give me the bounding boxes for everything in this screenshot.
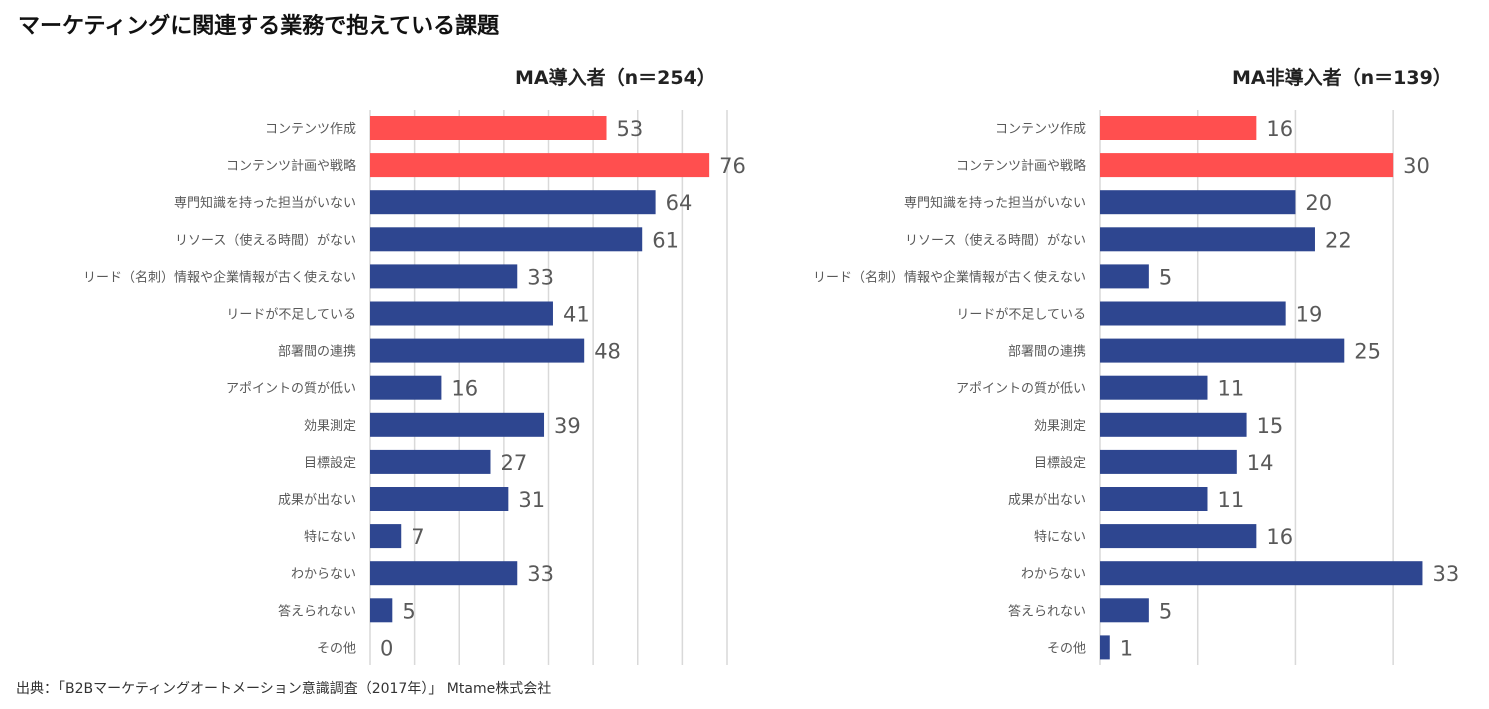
bar (1100, 598, 1149, 623)
category-label: 答えられない (1008, 603, 1086, 619)
category-label: 目標設定 (304, 455, 356, 471)
value-label: 33 (1432, 562, 1459, 586)
bar-chart-non-ma-users: コンテンツ作成 16 コンテンツ計画や戦略 30 専門知識を持った担当がいない 20 リソー… (813, 110, 1459, 665)
value-label: 15 (1257, 414, 1284, 438)
value-label: 30 (1403, 154, 1430, 178)
category-label: リソース（使える時間）がない (175, 232, 356, 248)
bar (370, 561, 518, 586)
category-label: 専門知識を持った担当がいない (174, 195, 356, 211)
panel-title-ma-users: MA導入者（n＝254） (515, 67, 716, 89)
value-label: 19 (1296, 303, 1323, 327)
category-label: 成果が出ない (278, 493, 356, 508)
bar (1100, 561, 1423, 586)
category-label: 特にない (304, 530, 356, 545)
value-label: 22 (1325, 228, 1352, 252)
category-label: リードが不足している (226, 308, 356, 323)
value-label: 76 (719, 154, 745, 178)
category-label: リードが不足している (956, 308, 1086, 323)
value-label: 5 (1159, 265, 1172, 289)
bar (370, 227, 643, 252)
value-label: 25 (1354, 340, 1381, 364)
panel-title-non-ma-users: MA非導入者（n＝139） (1232, 67, 1452, 89)
bar (1100, 524, 1257, 549)
bar (370, 449, 491, 474)
category-label: リソース（使える時間）がない (905, 232, 1086, 248)
category-label: 効果測定 (1034, 419, 1086, 434)
value-label: 20 (1305, 191, 1332, 215)
panel-ma-users: MA導入者（n＝254） コンテンツ作成 53 コンテンツ計画や戦略 76 専門知識を持… (83, 67, 745, 665)
category-label: 効果測定 (304, 419, 356, 434)
value-label: 39 (554, 414, 581, 438)
value-label: 7 (411, 525, 424, 549)
category-label: コンテンツ作成 (265, 122, 356, 137)
bar (370, 412, 545, 437)
bar (370, 375, 442, 400)
source-note: 出典：「B2Bマーケティングオートメーション意識調査（2017年）」 Mtame… (16, 681, 552, 697)
bar-chart-ma-users: コンテンツ作成 53 コンテンツ計画や戦略 76 専門知識を持った担当がいない 64 リソー… (83, 110, 745, 665)
category-label: 部署間の連携 (1008, 344, 1086, 360)
bar (1100, 487, 1208, 511)
category-label: 部署間の連携 (278, 344, 356, 360)
category-label: コンテンツ計画や戦略 (956, 158, 1086, 174)
category-label: リード（名刺）情報や企業情報が古く使えない (813, 269, 1086, 285)
value-label: 61 (652, 228, 679, 252)
category-label: リード（名刺）情報や企業情報が古く使えない (83, 269, 356, 285)
bar (1100, 635, 1110, 660)
bar (370, 153, 710, 178)
value-label: 33 (527, 562, 554, 586)
value-label: 11 (1217, 488, 1244, 512)
bar (1100, 449, 1237, 474)
category-label: アポイントの質が低い (956, 382, 1086, 397)
bar (1100, 375, 1208, 400)
value-label: 41 (563, 303, 590, 327)
category-label: コンテンツ作成 (995, 122, 1086, 137)
category-label: わからない (291, 567, 356, 582)
bar (1100, 116, 1257, 140)
bar (370, 116, 607, 140)
value-label: 1 (1120, 636, 1133, 660)
value-label: 14 (1247, 451, 1274, 475)
bar (1100, 153, 1394, 178)
value-label: 53 (617, 117, 644, 141)
value-label: 16 (451, 377, 478, 401)
value-label: 5 (402, 599, 415, 623)
value-label: 33 (527, 265, 554, 289)
value-label: 16 (1266, 117, 1293, 141)
bar (370, 598, 393, 623)
bar (370, 264, 518, 289)
bar (1100, 227, 1315, 252)
category-label: 答えられない (278, 603, 356, 619)
bar (370, 487, 509, 511)
category-label: わからない (1021, 567, 1086, 582)
bar (1100, 412, 1247, 437)
category-label: コンテンツ計画や戦略 (226, 158, 356, 174)
value-label: 31 (518, 488, 545, 512)
bar (370, 301, 553, 326)
category-label: 専門知識を持った担当がいない (904, 195, 1086, 211)
panel-non-ma-users: MA非導入者（n＝139） コンテンツ作成 16 コンテンツ計画や戦略 30 専門知識を… (745, 0, 1489, 709)
value-label: 48 (594, 340, 621, 364)
category-label: 目標設定 (1034, 455, 1086, 471)
bar (1100, 190, 1296, 215)
bar (1100, 301, 1286, 326)
bar (1100, 338, 1345, 363)
bar (370, 338, 585, 363)
bar (1100, 264, 1149, 289)
value-label: 11 (1217, 377, 1244, 401)
value-label: 27 (500, 451, 527, 475)
category-label: その他 (1047, 641, 1086, 656)
category-label: 特にない (1034, 530, 1086, 545)
category-label: アポイントの質が低い (226, 382, 356, 397)
category-label: その他 (317, 641, 356, 656)
bar (370, 190, 656, 215)
category-label: 成果が出ない (1008, 493, 1086, 508)
value-label: 16 (1266, 525, 1293, 549)
value-label: 0 (380, 636, 393, 660)
chart-main-title: マーケティングに関連する業務で抱えている課題 (18, 14, 500, 39)
bar (370, 524, 402, 549)
value-label: 64 (666, 191, 693, 215)
value-label: 5 (1159, 599, 1172, 623)
